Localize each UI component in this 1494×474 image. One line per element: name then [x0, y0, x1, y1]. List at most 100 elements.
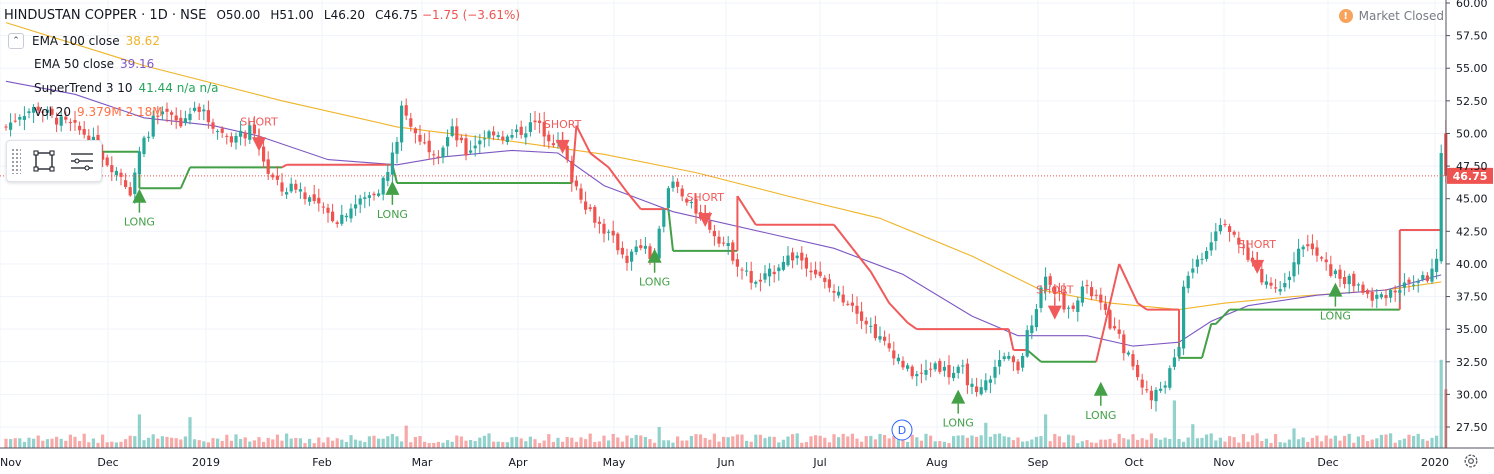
- time-tick-label: Aug: [926, 456, 947, 469]
- volume-bar: [1011, 440, 1015, 448]
- volume-bar: [78, 440, 82, 448]
- long-signal-label: LONG: [639, 276, 670, 289]
- volume-bar: [358, 440, 362, 448]
- candle-body: [1177, 347, 1181, 357]
- volume-bar: [1062, 442, 1066, 448]
- candle-body: [335, 222, 339, 225]
- price-tag-label: 46.75: [1453, 170, 1488, 183]
- candle-body: [616, 233, 620, 251]
- indicator-volume[interactable]: Vol 20 9.379M 2.18M: [30, 105, 163, 119]
- volume-bar: [841, 433, 845, 448]
- volume-bar: [1292, 428, 1296, 448]
- candle-body: [804, 257, 808, 269]
- candle-body: [565, 145, 569, 160]
- price-tick-label: 35.00: [1456, 323, 1488, 336]
- volume-bar: [298, 438, 302, 448]
- volume-bar: [1186, 437, 1190, 448]
- candle-body: [841, 294, 845, 303]
- volume-bar: [616, 437, 620, 448]
- candle-body: [1085, 285, 1089, 287]
- volume-bar: [524, 441, 528, 448]
- candle-body: [823, 277, 827, 282]
- candle-body: [588, 207, 592, 210]
- volume-bar: [910, 434, 914, 448]
- time-axis[interactable]: Nov Dec 2019 Feb Mar Apr May Jun Jul Aug Sep Oct Nov…: [0, 447, 1494, 469]
- candle-body: [763, 273, 767, 280]
- symbol-legend: HINDUSTAN COPPER · 1D · NSE O50.00 H51.0…: [4, 8, 520, 23]
- volume-bar: [285, 433, 289, 448]
- candle-body: [538, 120, 542, 123]
- candle-body: [225, 135, 229, 137]
- candle-body: [101, 152, 105, 160]
- volume-bar: [1002, 436, 1006, 448]
- candle-body: [344, 215, 348, 218]
- candle-body: [827, 279, 831, 288]
- candle-body: [1016, 361, 1020, 371]
- rectangle-tool-icon[interactable]: [29, 146, 59, 176]
- volume-bar: [542, 440, 546, 448]
- gear-icon[interactable]: [1462, 452, 1480, 470]
- ema100-path: [5, 22, 1442, 311]
- volume-bar: [142, 440, 146, 448]
- candle-body: [68, 122, 72, 124]
- volume-bar: [786, 436, 790, 448]
- price-axis[interactable]: 27.50 30.00 32.50 35.00 37.50 40.00 42.50 45.00…: [1445, 0, 1488, 448]
- volume-bar: [1126, 439, 1130, 448]
- drag-handle-icon[interactable]: [11, 148, 21, 174]
- volume-bar: [906, 441, 910, 448]
- candle-body: [1200, 258, 1204, 260]
- candle-body: [1034, 309, 1038, 328]
- volume-bar: [1067, 434, 1071, 448]
- candle-body: [1407, 279, 1411, 283]
- candle-body: [1329, 264, 1333, 276]
- market-status[interactable]: ! Market Closed: [1338, 9, 1444, 23]
- candle-body: [1430, 268, 1434, 282]
- volume-bar: [45, 439, 49, 448]
- volume-bar: [607, 440, 611, 448]
- volume-bar: [653, 442, 657, 448]
- volume-bar: [676, 436, 680, 448]
- volume-bar: [965, 437, 969, 448]
- indicator-supertrend[interactable]: SuperTrend 3 10 41.44 n/a n/a: [30, 81, 219, 95]
- volume-bar: [220, 440, 224, 448]
- indicator-value: 39.16: [119, 57, 155, 71]
- candle-body: [965, 363, 969, 386]
- candle-body: [9, 122, 13, 130]
- events-marker[interactable]: D: [891, 419, 913, 441]
- volume-bar: [1034, 436, 1038, 448]
- candle-body: [864, 320, 868, 325]
- symbol-title[interactable]: HINDUSTAN COPPER · 1D · NSE: [4, 8, 207, 23]
- volume-bar: [1435, 435, 1439, 448]
- lines-tool-icon[interactable]: [67, 146, 97, 176]
- volume-bar: [538, 443, 542, 448]
- volume-bar: [1412, 435, 1416, 448]
- supertrend-segment: [1026, 349, 1042, 363]
- candle-body: [671, 181, 675, 188]
- candle-body: [1402, 282, 1406, 288]
- volume-bar: [271, 439, 275, 448]
- candle-body: [1067, 307, 1071, 309]
- candle-body: [1232, 231, 1236, 235]
- candle-body: [1398, 290, 1402, 293]
- short-arrow-icon: [1250, 259, 1265, 274]
- drawing-toolbox[interactable]: [6, 140, 102, 182]
- candle-body: [354, 204, 358, 209]
- volume-bar: [1214, 440, 1218, 448]
- collapse-chevron-icon[interactable]: ⌃: [8, 33, 24, 49]
- long-signal-label: LONG: [124, 216, 155, 229]
- volume-bar: [1237, 442, 1241, 448]
- candle-body: [1149, 390, 1153, 401]
- candle-body: [1039, 287, 1043, 309]
- volume-bar: [1310, 438, 1314, 448]
- volume-bar: [956, 435, 960, 448]
- volume-bar: [280, 440, 284, 448]
- candle-body: [409, 118, 413, 127]
- volume-bar: [367, 436, 371, 448]
- candle-body: [781, 261, 785, 270]
- candle-body: [252, 124, 256, 134]
- indicator-ema50[interactable]: EMA 50 close 39.16: [30, 57, 154, 71]
- candle-body: [275, 175, 279, 180]
- indicator-ema100[interactable]: ⌃ EMA 100 close 38.62: [8, 33, 160, 49]
- candle-body: [929, 368, 933, 370]
